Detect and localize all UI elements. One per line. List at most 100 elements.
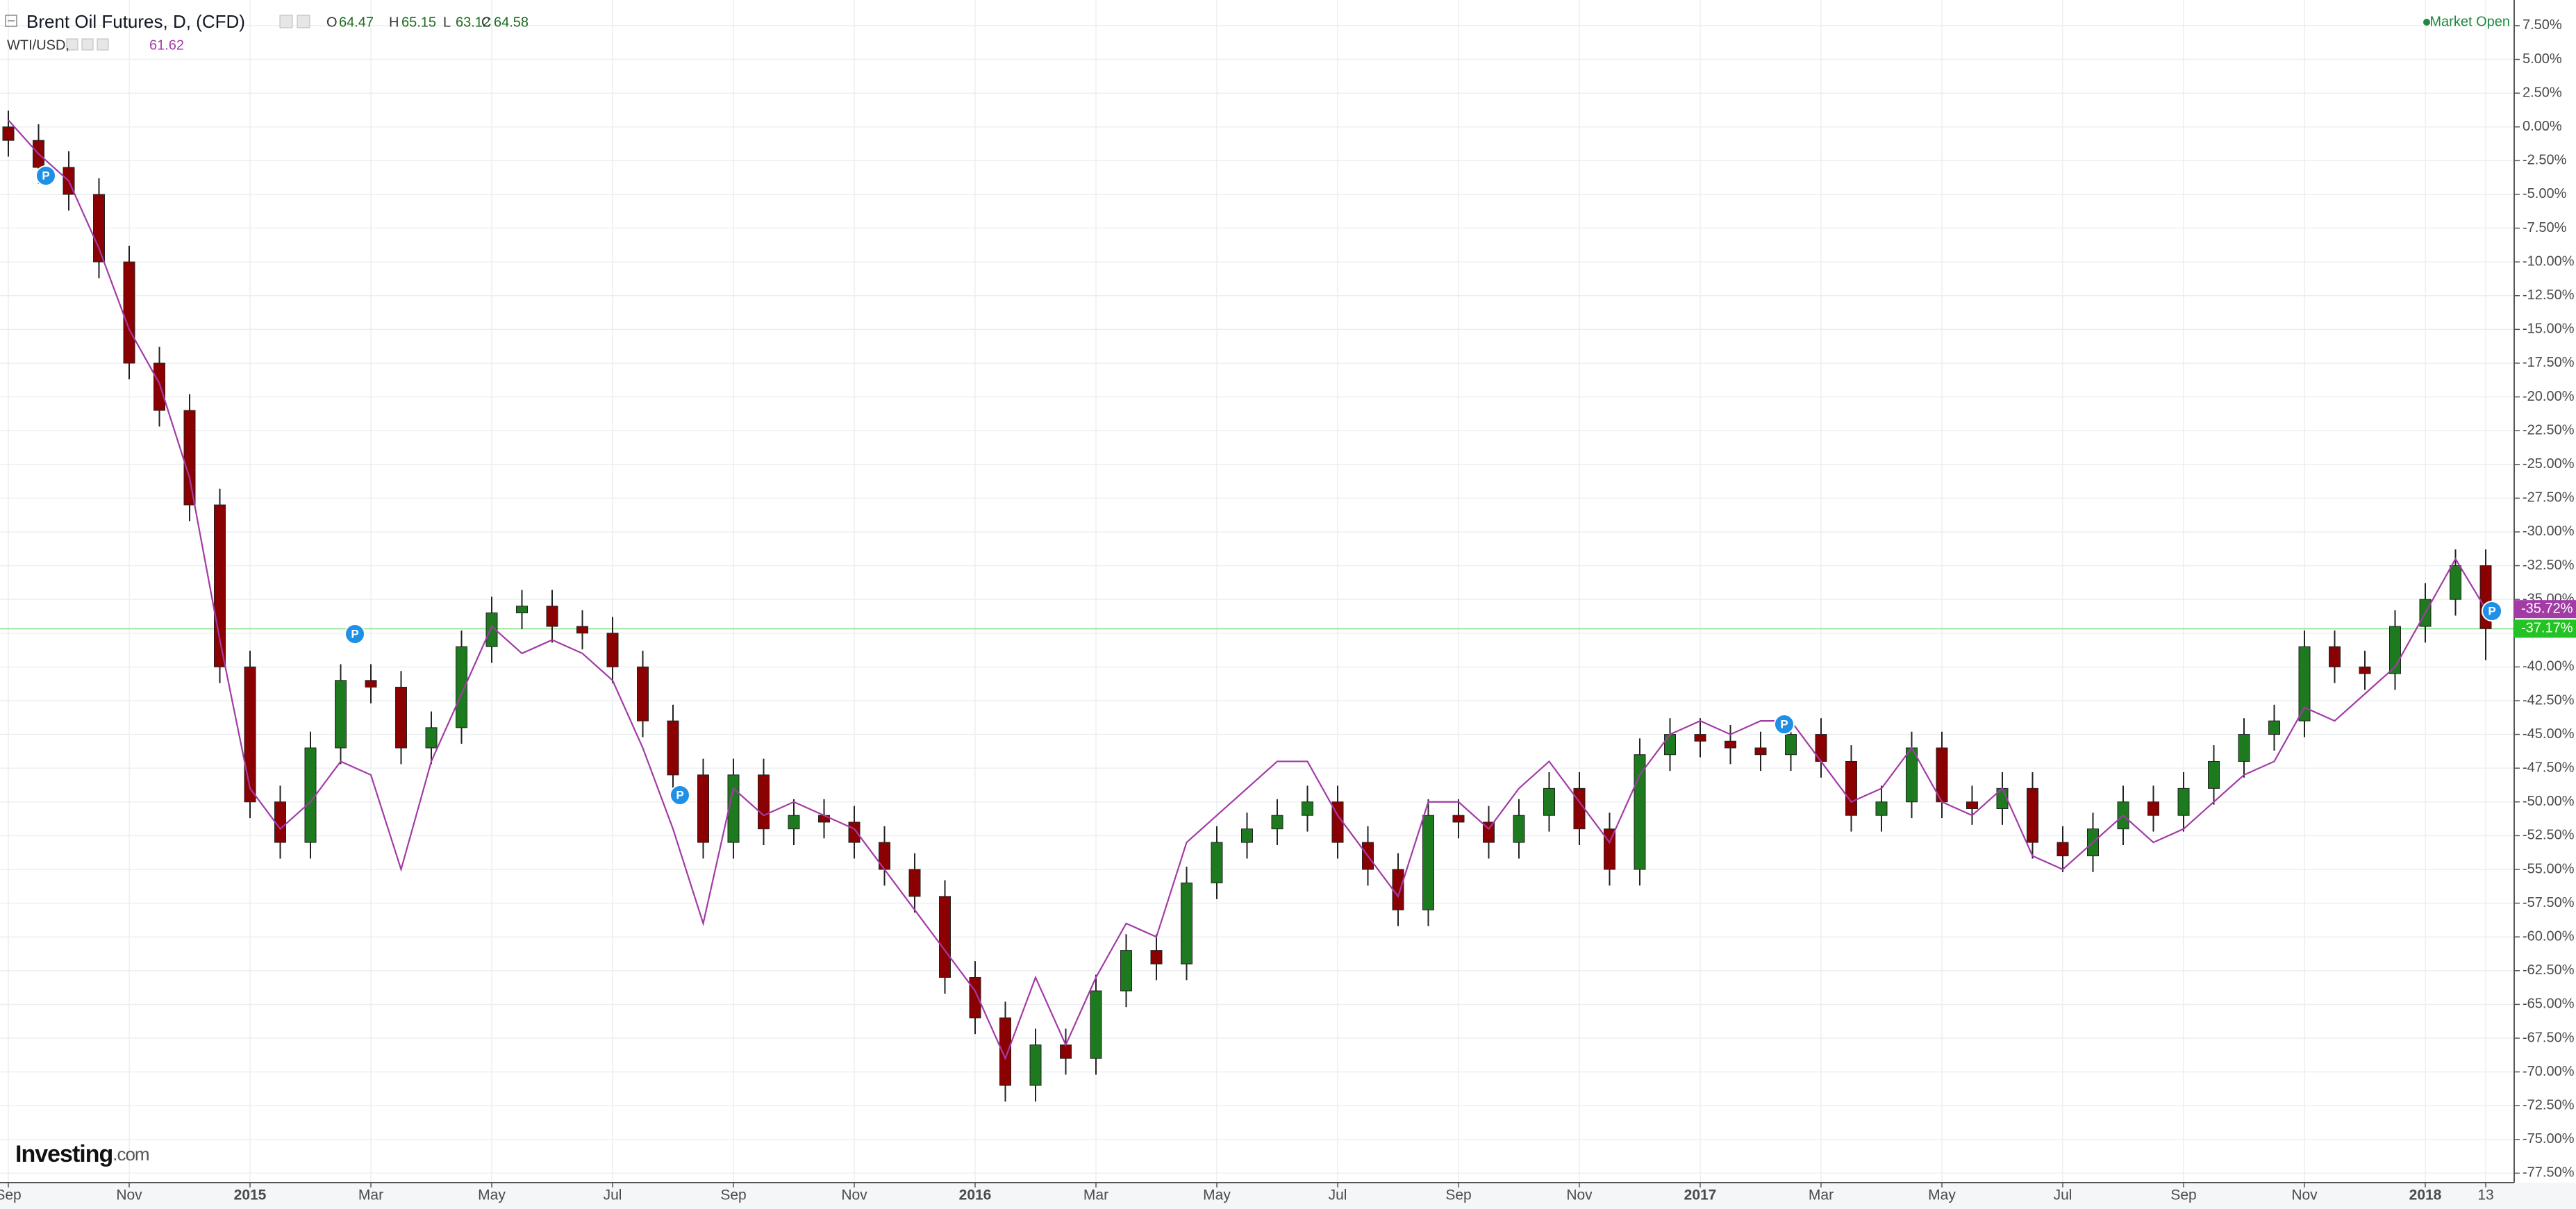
candle-body [2268, 720, 2280, 735]
last-price-tag [2514, 619, 2576, 638]
candle-body [2056, 842, 2069, 857]
x-tick-label: Mar [1083, 1187, 1108, 1203]
candle-body [183, 410, 196, 506]
event-marker [35, 165, 56, 186]
candle-body [335, 680, 347, 749]
candle-body [365, 680, 377, 688]
candle-body [1211, 842, 1223, 883]
status-dot [2423, 19, 2430, 26]
y-tick-label: -27.50% [2523, 490, 2575, 506]
y-tick-label: -72.50% [2523, 1097, 2575, 1112]
candle-body [546, 606, 558, 627]
x-tick-label: Nov [1566, 1187, 1593, 1203]
settings-button[interactable] [279, 15, 293, 28]
candle-body [1452, 815, 1465, 823]
x-tick-label: 2018 [2409, 1187, 2442, 1203]
candle-body [2208, 760, 2220, 789]
event-marker [2482, 601, 2502, 622]
candle-body [153, 362, 165, 411]
collapse-button[interactable] [5, 15, 17, 27]
remove-button[interactable] [97, 38, 109, 51]
series-name: WTI/USD, [7, 37, 69, 53]
y-tick-label: -77.50% [2523, 1165, 2575, 1181]
candle-body [1241, 828, 1253, 843]
x-tick-label: Nov [2291, 1187, 2318, 1203]
y-tick-label: 2.50% [2523, 85, 2562, 100]
candle-body [1966, 801, 1978, 809]
candle-body [2027, 787, 2038, 843]
series-line [8, 119, 2486, 1061]
candle-body [1543, 787, 1555, 816]
event-marker [344, 624, 365, 644]
candle-body [1573, 787, 1586, 830]
y-tick-label: -45.00% [2523, 726, 2575, 742]
candle-body [2450, 565, 2461, 600]
x-tick-label: Jul [2054, 1187, 2072, 1203]
x-tick-label: Nov [841, 1187, 867, 1203]
event-marker-label: P [2488, 604, 2495, 617]
candle-body [1785, 734, 1797, 756]
ohlc-value: 64.47 [339, 15, 374, 30]
y-tick-label: -25.00% [2523, 456, 2575, 472]
last-price-label: -37.17% [2521, 621, 2573, 636]
event-marker-label: P [351, 627, 358, 640]
settings-button[interactable] [66, 38, 78, 51]
event-marker [1774, 714, 1795, 735]
candle-body [1845, 760, 1857, 816]
x-tick-label: 13 [2477, 1187, 2493, 1203]
event-marker-label: P [676, 788, 683, 801]
y-tick-label: -10.00% [2523, 253, 2575, 269]
candle-body [1422, 815, 1434, 910]
candle-body [1120, 950, 1132, 992]
y-tick-label: 7.50% [2523, 17, 2562, 33]
candle-body [2329, 646, 2341, 667]
x-tick-label: Sep [1445, 1187, 1471, 1203]
ohlc-label: C [481, 15, 491, 30]
y-tick-label: -17.50% [2523, 355, 2575, 370]
ohlc-value: 65.15 [401, 15, 436, 30]
candle-body [2238, 734, 2250, 762]
x-tick-label: Mar [358, 1187, 383, 1203]
x-tick-label: 2016 [959, 1187, 992, 1203]
x-tick-label: 2017 [1684, 1187, 1717, 1203]
ohlc-value: 64.58 [494, 15, 529, 30]
ohlc-value: 63.12 [456, 15, 490, 30]
y-tick-label: -30.00% [2523, 524, 2575, 539]
market-status: Market Open [2429, 14, 2510, 29]
candle-body [939, 896, 951, 978]
candle-body [848, 822, 861, 843]
hide-button[interactable] [297, 15, 310, 28]
logo-suffix: .com [113, 1144, 149, 1165]
y-tick-label: -42.50% [2523, 692, 2575, 708]
x-axis-band [0, 1183, 2576, 1209]
y-tick-label: -60.00% [2523, 928, 2575, 944]
candle-body [999, 1017, 1011, 1086]
y-tick-label: -40.00% [2523, 659, 2575, 674]
x-tick-label: Jul [1329, 1187, 1347, 1203]
x-tick-label: Mar [1809, 1187, 1834, 1203]
x-tick-label: May [1203, 1187, 1231, 1203]
y-tick-label: -32.50% [2523, 558, 2575, 573]
hide-button[interactable] [81, 38, 94, 51]
logo: Investing.com [15, 1141, 149, 1167]
x-tick-label: 2015 [234, 1187, 267, 1203]
y-tick-label: -70.00% [2523, 1064, 2575, 1079]
y-tick-label: -7.50% [2523, 220, 2567, 235]
x-tick-label: Sep [2170, 1187, 2196, 1203]
x-tick-label: May [1928, 1187, 1956, 1203]
y-tick-label: -75.00% [2523, 1131, 2575, 1147]
x-tick-label: Jul [604, 1187, 622, 1203]
candle-body [1060, 1044, 1072, 1059]
candle-body [1725, 740, 1736, 749]
y-tick-label: -15.00% [2523, 322, 2575, 337]
y-tick-label: -52.50% [2523, 828, 2575, 843]
candle-body [304, 747, 317, 843]
grid [0, 0, 2514, 1183]
x-tick-label: Sep [0, 1187, 22, 1203]
candle-body [1302, 801, 1313, 816]
candle-body [1181, 882, 1193, 965]
candle-body [274, 801, 286, 843]
candle-body [2147, 801, 2159, 816]
